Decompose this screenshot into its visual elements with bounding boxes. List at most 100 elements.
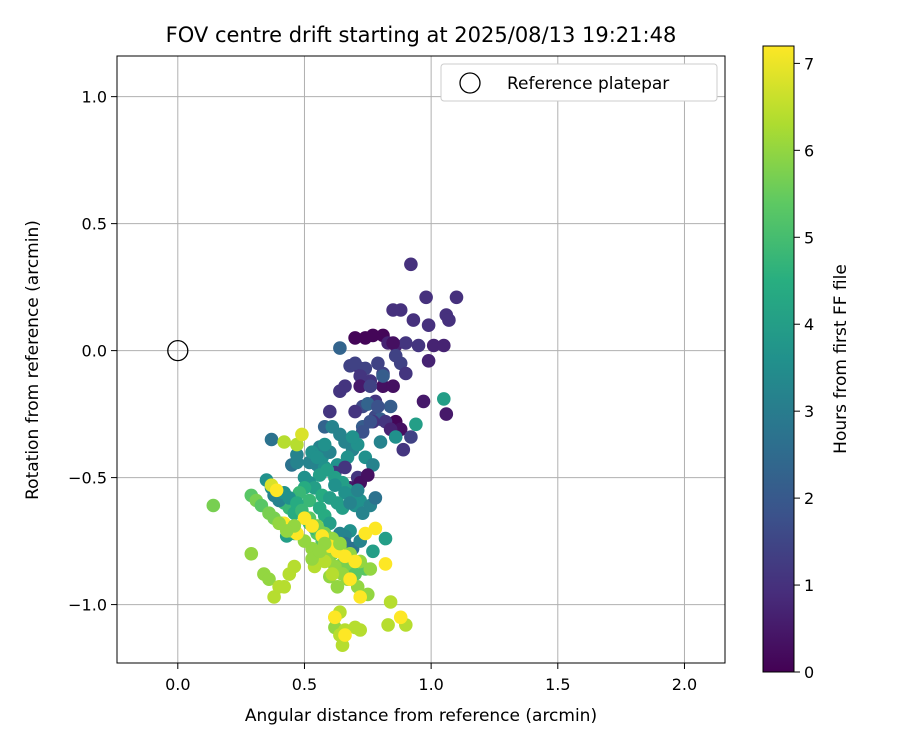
data-point xyxy=(345,430,360,444)
x-tick-label: 1.0 xyxy=(418,675,443,694)
gridlines xyxy=(117,56,725,663)
data-point xyxy=(312,544,327,559)
data-point xyxy=(437,392,451,406)
x-tick-label: 0.0 xyxy=(165,675,190,694)
legend: Reference platepar xyxy=(440,63,718,102)
data-point xyxy=(330,580,345,594)
data-point xyxy=(371,399,385,414)
y-axis-title: Rotation from reference (arcmin) xyxy=(23,220,43,500)
data-point xyxy=(244,547,259,561)
data-point xyxy=(437,338,451,353)
colorbar-tick-label: 4 xyxy=(804,315,814,334)
colorbar-tick-label: 6 xyxy=(804,141,814,160)
data-point xyxy=(310,450,324,465)
data-point xyxy=(399,366,413,381)
legend-label-reference: Reference platepar xyxy=(507,74,669,94)
data-point xyxy=(442,313,456,327)
colorbar-tick-label: 5 xyxy=(804,228,814,247)
y-tick-label: 0.0 xyxy=(82,342,107,361)
data-point xyxy=(323,404,337,419)
data-point xyxy=(343,572,357,586)
data-point xyxy=(376,379,390,394)
colorbar-tick-label: 0 xyxy=(804,663,814,682)
data-point xyxy=(358,526,373,541)
data-point xyxy=(338,549,352,564)
legend-box xyxy=(440,63,718,102)
colorbar-tick-label: 1 xyxy=(804,576,814,595)
data-point xyxy=(363,379,378,394)
y-tick-label: −1.0 xyxy=(68,596,107,615)
data-point xyxy=(353,369,368,383)
data-point xyxy=(269,483,284,498)
data-point xyxy=(338,486,352,500)
data-point xyxy=(338,460,352,475)
data-point xyxy=(302,493,317,508)
colorbar: 0 1 2 3 4 5 6 7 Hours from first FF file xyxy=(762,45,851,682)
x-tick-label: 1.5 xyxy=(545,675,570,694)
data-point xyxy=(287,559,302,574)
data-point xyxy=(317,554,332,569)
x-axis-ticks: 0.0 0.5 1.0 1.5 2.0 xyxy=(165,663,697,694)
data-point xyxy=(404,257,418,272)
data-point xyxy=(264,432,279,447)
data-point xyxy=(343,496,357,510)
data-point xyxy=(272,516,286,531)
data-point xyxy=(290,437,304,452)
data-point xyxy=(290,455,304,470)
data-point xyxy=(366,458,380,472)
colorbar-gradient xyxy=(762,45,795,673)
data-point xyxy=(381,618,395,632)
data-point xyxy=(419,290,433,305)
data-point xyxy=(368,491,383,505)
data-point xyxy=(361,468,375,482)
data-point xyxy=(406,313,421,327)
data-point xyxy=(353,379,368,394)
data-point xyxy=(325,567,340,581)
x-tick-label: 2.0 xyxy=(672,675,697,694)
colorbar-tick-label: 7 xyxy=(804,54,814,73)
data-point xyxy=(328,610,342,625)
data-point xyxy=(317,437,332,452)
data-point xyxy=(305,519,319,533)
data-point xyxy=(439,407,454,421)
data-point xyxy=(333,341,347,355)
data-point xyxy=(363,414,378,429)
plot-frame xyxy=(116,55,726,664)
data-point xyxy=(393,610,408,625)
data-point xyxy=(386,336,400,350)
data-point xyxy=(333,384,347,399)
data-point xyxy=(206,498,221,513)
data-point xyxy=(376,369,390,383)
data-point xyxy=(333,536,347,551)
chart-title: FOV centre drift starting at 2025/08/13 … xyxy=(166,23,677,47)
data-points xyxy=(206,257,464,652)
colorbar-ticks: 0 1 2 3 4 5 6 7 xyxy=(794,54,814,682)
data-point xyxy=(348,331,362,345)
y-tick-label: 1.0 xyxy=(82,88,107,107)
data-point xyxy=(292,486,307,500)
colorbar-title: Hours from first FF file xyxy=(831,264,851,454)
data-point xyxy=(368,521,383,536)
data-point xyxy=(404,430,418,444)
data-point xyxy=(378,531,393,546)
data-point xyxy=(348,404,362,419)
data-point xyxy=(386,303,400,317)
x-axis-title: Angular distance from reference (arcmin) xyxy=(245,706,597,726)
data-point xyxy=(378,557,393,571)
data-point xyxy=(338,628,352,642)
data-point xyxy=(355,425,370,439)
data-point xyxy=(373,435,388,449)
y-axis-ticks: −1.0 −0.5 0.0 0.5 1.0 xyxy=(68,88,117,615)
data-point xyxy=(449,290,464,305)
colorbar-tick-label: 2 xyxy=(804,489,814,508)
data-point xyxy=(421,354,436,368)
data-point xyxy=(348,356,362,371)
data-point xyxy=(411,338,426,353)
data-point xyxy=(383,399,398,414)
data-point xyxy=(426,338,441,353)
reference-marker xyxy=(167,339,189,362)
data-point xyxy=(353,623,368,637)
data-point xyxy=(393,356,408,371)
data-point xyxy=(350,483,365,498)
